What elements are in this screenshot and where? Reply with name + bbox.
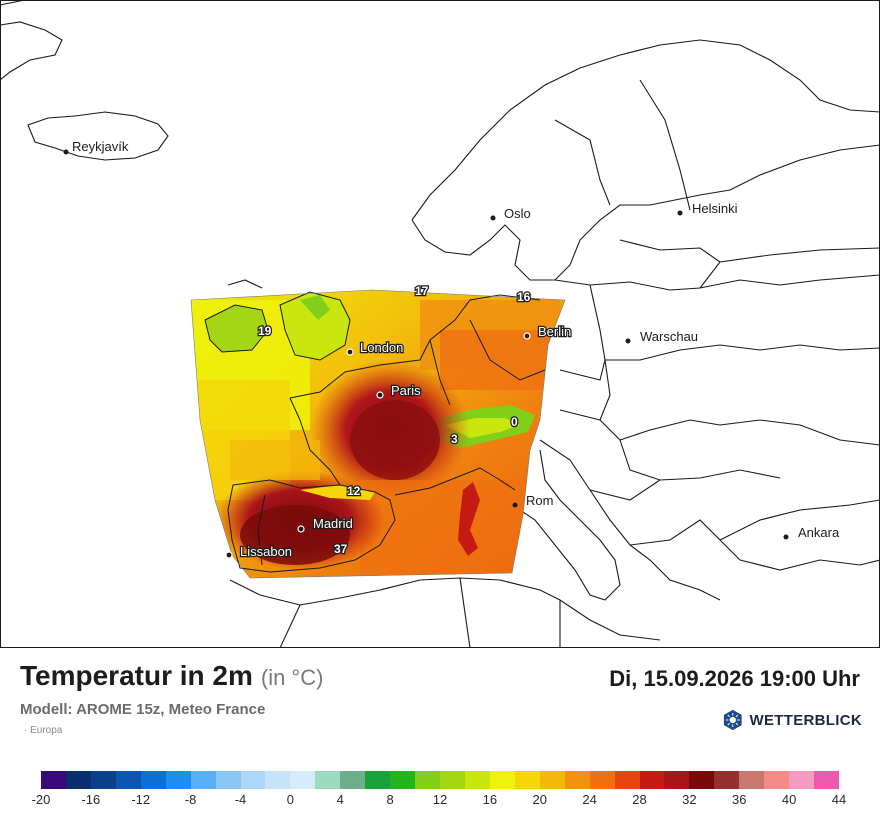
color-scale-tick-label: -8 [184,792,197,807]
value-label: 12 [347,484,361,498]
value-label: 19 [258,324,272,338]
value-label: 0 [511,415,518,429]
color-scale-tick-label: 44 [831,792,847,807]
color-scale-segment [464,771,490,789]
weather-map: Reykjavík Oslo Helsinki Warschau Ankara … [0,0,880,648]
color-scale-tick-label: -16 [81,792,101,807]
color-scale-segment [115,771,141,789]
city-dot-helsinki [677,210,683,216]
city-dot-paris [376,391,384,399]
city-label-madrid: Madrid [313,516,353,531]
city-dot-lissabon [225,551,233,559]
color-scale-segment [614,771,640,789]
temperature-values: 17 16 19 0 3 12 37 [257,283,532,558]
sun-snow-logo-icon [723,709,742,731]
color-scale-segment [489,771,515,789]
color-scale-ticks: -20 -16 -12 -8 -4 0 4 8 12 16 20 24 28 32 36 40 44 [0,792,880,810]
model-domain-outline [190,289,566,579]
color-scale-segment [564,771,590,789]
color-scale-segment [165,771,191,789]
color-scale-segment [240,771,266,789]
color-scale-tick-label: 4 [336,792,344,807]
color-scale-tick-label: 24 [582,792,597,807]
city-dot-ankara [783,534,789,540]
color-scale-segment [814,771,839,789]
city-label-reykjavik: Reykjavík [72,139,129,154]
color-scale-segment [290,771,316,789]
color-scale-tick-label: -12 [131,792,151,807]
value-label: 3 [451,432,458,446]
color-scale-tick-label: -4 [234,792,247,807]
color-scale-segment [90,771,116,789]
region-label: · Europa [24,725,63,736]
city-label-london: London [360,340,403,355]
color-scale-segment [789,771,815,789]
color-scale-segment [215,771,241,789]
color-scale-segment [440,771,465,789]
logo-text: WETTERBLICK [749,711,862,729]
city-dot-oslo [490,215,496,221]
color-scale-segment [539,771,565,789]
city-label-helsinki: Helsinki [692,201,738,216]
city-label-lissabon: Lissabon [240,544,292,559]
color-scale-segment [739,771,765,789]
city-label-paris: Paris [391,383,421,398]
color-scale [41,771,839,789]
color-scale-tick-label: 16 [482,792,498,807]
wetterblick-logo[interactable]: WETTERBLICK [722,703,862,737]
color-scale-segment [365,771,391,789]
city-markers-inside: Berlin London Paris Madrid Lissabon [225,323,573,560]
value-label: 16 [517,290,531,304]
color-scale-tick-label: 0 [286,792,294,807]
color-scale-segment [41,771,66,789]
city-dot-rom [512,502,518,508]
color-scale-segment [514,771,540,789]
city-label-rom: Rom [526,493,553,508]
color-scale-segment [65,771,91,789]
color-scale-segment [664,771,690,789]
city-markers-outside: Reykjavík Oslo Helsinki Warschau Ankara … [63,139,840,540]
unit-label: (in °C) [260,665,324,690]
city-label-warschau: Warschau [640,329,698,344]
city-label-berlin: Berlin [538,324,571,339]
color-scale-tick-label: 32 [682,792,697,807]
color-scale-tick-label: 12 [432,792,448,807]
city-dot-warschau [625,338,631,344]
color-scale-segment [340,771,366,789]
color-scale-tick-label: 36 [732,792,747,807]
city-dot-reykjavik [63,149,69,155]
value-label: 37 [334,542,348,556]
color-scale-segment [390,771,416,789]
color-scale-tick-label: 40 [781,792,797,807]
forecast-datetime: Di, 15.09.2026 19:00 Uhr [609,666,860,691]
color-scale-tick-label: 20 [532,792,547,807]
color-scale-segment [315,771,341,789]
color-scale-segment [415,771,440,789]
color-scale-segment [689,771,715,789]
coastlines [204,291,546,573]
color-scale-segment [764,771,790,789]
color-scale-tick-label: -20 [31,792,51,807]
value-label: 17 [415,284,429,298]
color-scale-segment [714,771,740,789]
city-label-ankara: Ankara [798,525,840,540]
color-scale-tick-label: 8 [386,792,394,807]
city-dot-madrid [297,525,305,533]
title-row: Temperatur in 2m (in °C) [20,660,323,692]
color-scale-segment [639,771,665,789]
city-dot-berlin [523,332,531,340]
color-scale-segment [190,771,216,789]
model-info: Modell: AROME 15z, Meteo France [20,701,266,718]
color-scale-segment [265,771,291,789]
city-label-oslo: Oslo [504,206,531,221]
color-scale-segment [140,771,166,789]
city-dot-london [346,348,354,356]
color-scale-segment [589,771,615,789]
color-scale-tick-label: 28 [632,792,647,807]
map-title: Temperatur in 2m [20,660,253,691]
country-borders [0,0,880,648]
